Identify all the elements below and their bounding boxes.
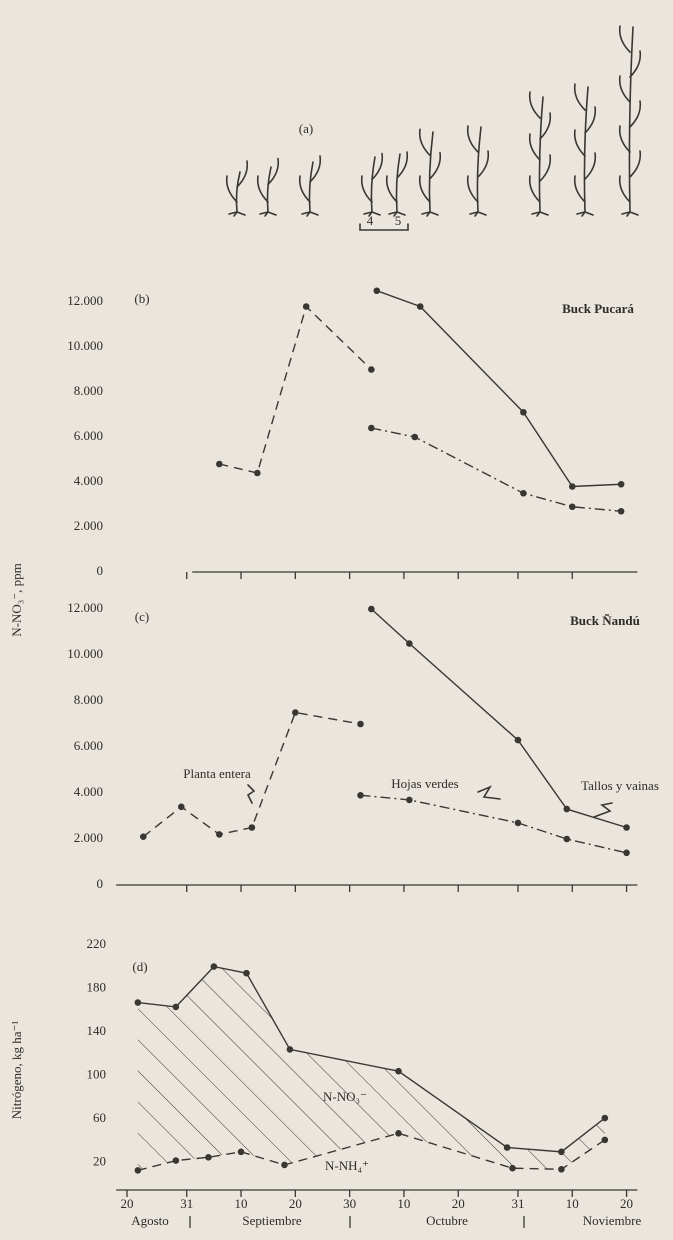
data-point [564, 806, 571, 813]
series-label: Hojas verdes [391, 776, 459, 791]
y-tick-label: 12.000 [67, 600, 103, 615]
data-point [406, 640, 413, 647]
data-point [135, 1167, 142, 1174]
subtitle: Buck Pucará [562, 301, 634, 316]
data-point [368, 366, 375, 373]
y-tick-label: 10.000 [67, 646, 103, 661]
data-point [602, 1115, 609, 1122]
y-tick-label: 10.000 [67, 338, 103, 353]
stage-label: 4 [367, 213, 374, 228]
data-point [520, 490, 527, 497]
data-point [417, 303, 424, 310]
data-point [395, 1068, 402, 1075]
data-point [411, 434, 418, 441]
y-axis-title: Nitrógeno, kg ha⁻¹ [9, 1021, 24, 1120]
y-tick-label: 6.000 [74, 428, 103, 443]
stage-label: 5 [395, 213, 402, 228]
y-tick-label: 60 [93, 1110, 106, 1125]
data-point [618, 481, 625, 488]
panel-label: (d) [132, 959, 147, 974]
data-point [395, 1130, 402, 1137]
series-label: Planta entera [183, 766, 251, 781]
subtitle: Buck Ñandú [570, 613, 640, 628]
data-point [303, 303, 310, 310]
y-tick-label: 0 [97, 876, 104, 891]
y-axis-title: N-NO₃⁻, ppm [9, 563, 24, 637]
y-tick-label: 8.000 [74, 383, 103, 398]
y-tick-label: 4.000 [74, 473, 103, 488]
data-point [520, 409, 527, 416]
y-tick-label: 2.000 [74, 518, 103, 533]
data-point [216, 831, 223, 838]
data-point [564, 836, 571, 843]
y-tick-label: 12.000 [67, 293, 103, 308]
month-label: Agosto [131, 1213, 169, 1228]
x-tick-label: 10 [397, 1196, 410, 1211]
data-point [623, 850, 630, 857]
data-point [211, 963, 218, 970]
data-point [173, 1004, 180, 1011]
panel-label: (c) [135, 609, 149, 624]
data-point [406, 797, 413, 804]
data-point [515, 737, 522, 744]
x-tick-label: 31 [180, 1196, 193, 1211]
data-point [178, 804, 185, 811]
panel-label: (a) [299, 121, 313, 136]
data-point [135, 999, 142, 1006]
data-point [509, 1165, 516, 1172]
data-point [602, 1137, 609, 1144]
data-point [254, 470, 261, 477]
x-tick-label: 10 [235, 1196, 248, 1211]
y-tick-label: 0 [97, 563, 104, 578]
x-tick-label: 30 [343, 1196, 356, 1211]
data-point [368, 606, 375, 613]
y-tick-label: 8.000 [74, 692, 103, 707]
y-tick-label: 6.000 [74, 738, 103, 753]
data-point [292, 709, 299, 716]
panel-label: (b) [134, 291, 149, 306]
data-point [249, 824, 256, 831]
series-label: N-NH₄⁺ [325, 1158, 369, 1173]
x-tick-label: 20 [121, 1196, 134, 1211]
y-tick-label: 2.000 [74, 830, 103, 845]
x-tick-label: 31 [511, 1196, 524, 1211]
month-label: Octubre [426, 1213, 468, 1228]
x-tick-label: 20 [289, 1196, 302, 1211]
data-point [357, 721, 364, 728]
y-tick-label: 4.000 [74, 784, 103, 799]
y-tick-label: 100 [87, 1067, 107, 1082]
data-point [618, 508, 625, 515]
data-point [558, 1166, 565, 1173]
x-tick-label: 20 [452, 1196, 465, 1211]
data-point [357, 792, 364, 799]
figure: (a) 4 5 (b) Buck Pucará N-NO₃⁻, ppm 0 2.000 4… [0, 0, 673, 1240]
y-tick-label: 20 [93, 1154, 106, 1169]
data-point [504, 1144, 511, 1151]
data-point [216, 461, 223, 468]
month-label: Noviembre [583, 1213, 642, 1228]
data-point [515, 820, 522, 827]
month-label: Septiembre [242, 1213, 301, 1228]
x-tick-label: 20 [620, 1196, 633, 1211]
series-label: Tallos y vainas [581, 778, 659, 793]
y-tick-label: 140 [87, 1023, 107, 1038]
data-point [368, 425, 375, 432]
data-point [140, 833, 147, 840]
series-label: N-NO₃⁻ [323, 1089, 367, 1104]
data-point [623, 824, 630, 831]
data-point [287, 1046, 294, 1053]
y-tick-label: 180 [87, 979, 107, 994]
data-point [373, 287, 380, 294]
x-tick-label: 10 [566, 1196, 579, 1211]
data-point [569, 503, 576, 510]
data-point [281, 1162, 288, 1169]
data-point [238, 1149, 245, 1156]
data-point [569, 483, 576, 490]
data-point [205, 1154, 212, 1161]
data-point [173, 1157, 180, 1164]
y-tick-label: 220 [87, 936, 107, 951]
data-point [558, 1149, 565, 1156]
data-point [243, 970, 250, 977]
